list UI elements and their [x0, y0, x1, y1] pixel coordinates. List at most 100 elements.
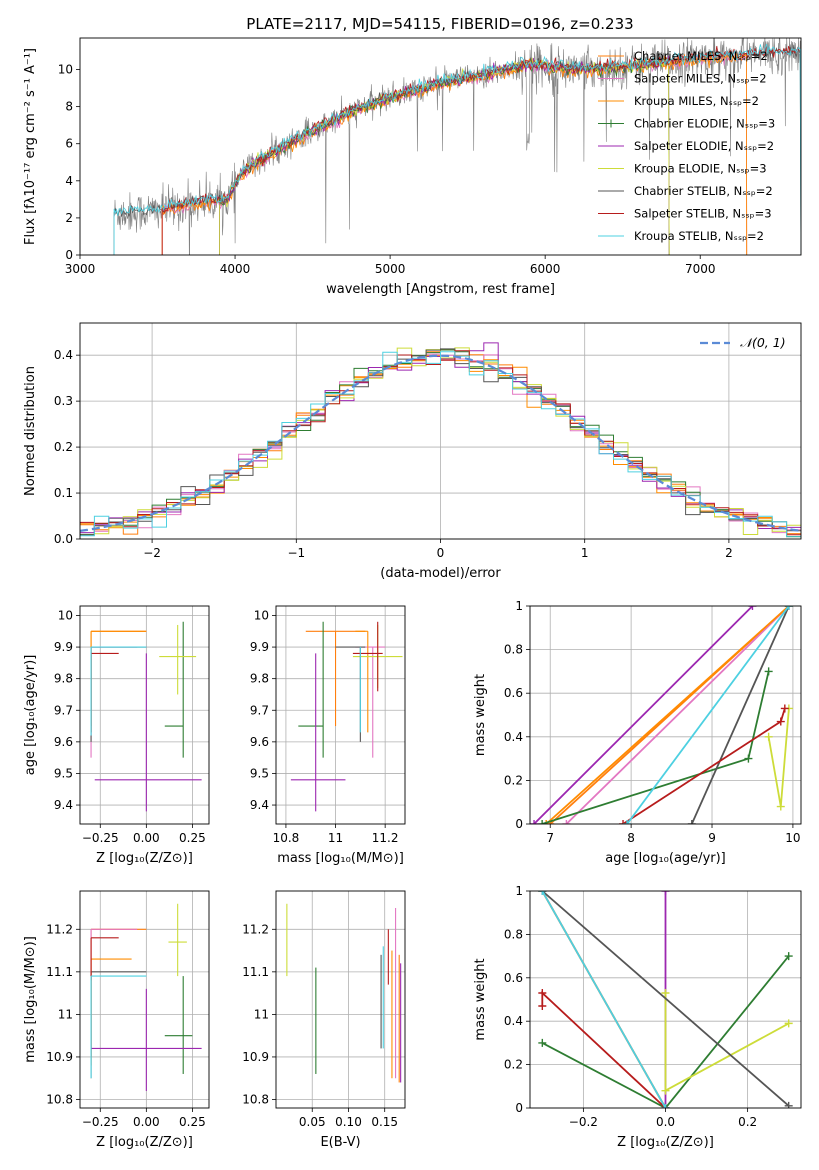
y-tick-label: 8 — [65, 100, 73, 114]
y-tick-label: 11 — [254, 1007, 269, 1021]
x-tick-label: 1 — [581, 546, 589, 560]
y-tick-label: 10 — [254, 608, 269, 622]
mass-weight-line — [622, 708, 786, 824]
x-tick-label: 6000 — [530, 262, 561, 276]
x-tick-label: 7 — [546, 831, 554, 845]
legend-label: Chabrier STELIB, Nₛₛₚ=2 — [634, 184, 773, 198]
x-tick-label: 10 — [785, 831, 800, 845]
axes-frame — [79, 605, 210, 825]
mass-weight-line — [541, 955, 790, 1108]
plus-marker — [538, 891, 547, 895]
y-axis-label: mass [log₁₀(M/M⊙)] — [23, 936, 38, 1063]
mass-weight-line — [545, 606, 790, 824]
mass-weight-line — [690, 606, 790, 824]
y-tick-label: 0.6 — [504, 686, 523, 700]
mass-weight-line — [541, 990, 667, 1108]
plus-marker — [538, 1002, 547, 1011]
y-tick-label: 10 — [58, 63, 73, 77]
y-tick-label: 9.8 — [250, 672, 269, 686]
x-tick-label: 4000 — [220, 262, 251, 276]
plus-marker — [784, 606, 793, 610]
x-axis-label: E(B-V) — [320, 1135, 360, 1150]
x-tick-label: −2 — [143, 546, 161, 560]
x-tick-label: 10.8 — [273, 831, 300, 845]
x-tick-label: 11.2 — [372, 831, 399, 845]
x-tick-label: 11 — [328, 831, 343, 845]
y-tick-label: 10.9 — [242, 1050, 269, 1064]
y-tick-label: 10.9 — [46, 1050, 73, 1064]
plus-marker — [776, 717, 785, 726]
plus-marker — [538, 820, 547, 824]
x-axis-label: (data-model)/error — [380, 566, 501, 581]
plus-marker — [784, 952, 793, 961]
y-tick-label: 0 — [515, 1101, 523, 1115]
x-tick-label: 0.05 — [299, 1115, 326, 1129]
y-tick-label: 10 — [58, 608, 73, 622]
x-tick-label: 0.00 — [133, 1115, 160, 1129]
axes-frame — [275, 605, 406, 825]
histogram-step — [80, 351, 801, 538]
x-tick-label: 0.15 — [371, 1115, 398, 1129]
y-tick-label: 0.2 — [504, 773, 523, 787]
plus-marker — [687, 820, 696, 824]
x-tick-label: 3000 — [65, 262, 96, 276]
axes-frame — [529, 890, 802, 1109]
y-tick-label: 0.1 — [54, 486, 73, 500]
mass-weight-line — [664, 993, 790, 1093]
model-line — [113, 44, 801, 255]
model-line — [219, 57, 670, 255]
plus-marker — [764, 667, 773, 676]
x-axis-label: age [log₁₀(age/yr)] — [605, 851, 726, 866]
x-axis-label: Z [log₁₀(Z/Z⊙)] — [96, 1135, 193, 1150]
plus-marker — [538, 1038, 547, 1047]
x-tick-label: 2 — [725, 546, 733, 560]
y-tick-label: 9.6 — [54, 735, 73, 749]
plot-area-age-vs-Z — [90, 621, 202, 812]
plus-marker — [661, 1104, 670, 1108]
plus-marker — [530, 820, 539, 824]
plus-marker — [661, 1086, 670, 1095]
y-tick-label: 0.4 — [504, 1014, 523, 1028]
plus-marker — [744, 754, 753, 763]
y-tick-label: 2 — [65, 211, 73, 225]
gaussian-curve — [80, 354, 801, 532]
axes-frame — [79, 890, 210, 1109]
observed-spectrum — [113, 38, 801, 255]
mass-weight-line — [626, 606, 790, 824]
model-line — [219, 57, 670, 255]
legend-label: Salpeter MILES, Nₛₛₚ=2 — [634, 72, 767, 86]
y-tick-label: 0.4 — [54, 348, 73, 362]
axes-mass-vs-Z — [80, 891, 209, 1108]
legend-label: Chabrier MILES, Nₛₛₚ=2 — [634, 49, 768, 63]
x-tick-label: 9 — [708, 831, 716, 845]
axes-age-vs-Z — [80, 606, 209, 824]
x-tick-label: 0.25 — [179, 1115, 206, 1129]
y-tick-label: 0.4 — [504, 730, 523, 744]
plus-marker — [538, 988, 547, 997]
axes-age-vs-mass — [276, 606, 405, 824]
axes-frame — [79, 37, 802, 256]
y-tick-label: 9.5 — [250, 766, 269, 780]
y-tick-label: 0.8 — [504, 643, 523, 657]
x-tick-label: 0.25 — [179, 831, 206, 845]
y-axis-label: Normed distribution — [23, 366, 38, 496]
x-tick-label: −0.25 — [82, 1115, 119, 1129]
plus-marker — [776, 802, 785, 811]
y-tick-label: 9.8 — [54, 672, 73, 686]
y-tick-label: 9.4 — [250, 798, 269, 812]
y-tick-label: 0.2 — [504, 1058, 523, 1072]
plot-area-mass-vs-Z — [90, 903, 202, 1091]
x-tick-label: 8 — [627, 831, 635, 845]
y-tick-label: 9.7 — [54, 703, 73, 717]
legend-label: Salpeter STELIB, Nₛₛₚ=3 — [634, 207, 772, 221]
x-axis-label: wavelength [Angstrom, rest frame] — [326, 282, 555, 297]
y-tick-label: 4 — [65, 174, 73, 188]
y-tick-label: 10.8 — [242, 1092, 269, 1106]
y-tick-label: 11.1 — [242, 965, 269, 979]
y-tick-label: 9.6 — [250, 735, 269, 749]
x-axis-label: Z [log₁₀(Z/Z⊙)] — [617, 1135, 714, 1150]
y-tick-label: 1 — [515, 884, 523, 898]
x-tick-label: 0.2 — [738, 1115, 757, 1129]
axes-mass-vs-EBV — [276, 891, 405, 1108]
